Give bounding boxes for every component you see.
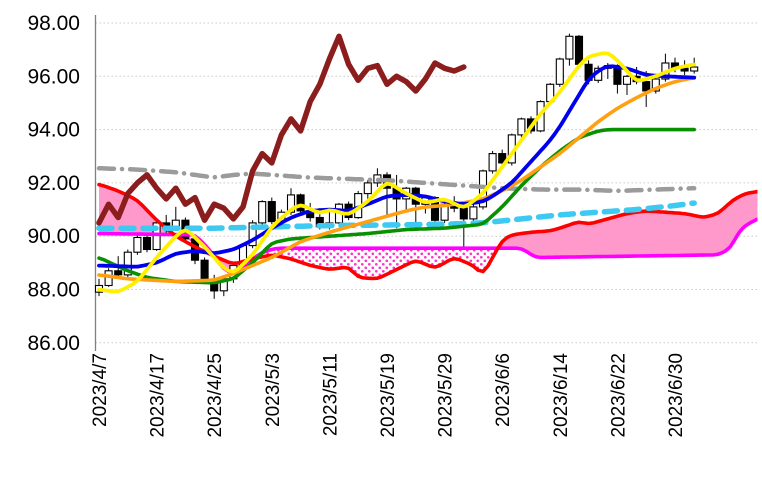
x-axis-tick-label: 2023/6/6	[493, 353, 514, 427]
x-axis-tick-label: 2023/4/7	[90, 353, 111, 427]
candle-body-down	[680, 67, 689, 72]
candle-body-down	[296, 194, 305, 212]
y-axis-tick-label: 92.00	[27, 172, 80, 195]
candle-body-down	[267, 201, 276, 223]
y-axis-tick-label: 86.00	[27, 332, 80, 355]
candle-body-down	[642, 81, 651, 92]
lagging-span-darkred	[96, 33, 467, 226]
x-axis-tick-label: 2023/6/14	[551, 353, 572, 438]
x-axis-tick-label: 2023/6/22	[608, 353, 629, 438]
y-axis-tick-label: 90.00	[27, 225, 80, 248]
candle-body-up	[248, 222, 257, 247]
x-axis-tick-label: 2023/5/19	[378, 353, 399, 438]
candle-body-down	[200, 259, 209, 281]
candle-body-down	[142, 236, 152, 251]
candle-body-down	[114, 270, 123, 276]
candle-body-down	[498, 153, 507, 164]
candle-body-up	[363, 182, 372, 195]
x-axis-tick-label: 2023/4/25	[205, 353, 226, 438]
candle-body-up	[469, 206, 478, 220]
y-axis-tick-label: 98.00	[27, 12, 80, 35]
candle-body-up	[565, 35, 574, 60]
x-axis-labels: 2023/4/7 2023/4/17 2023/4/25 2023/5/3 2023/5…	[90, 353, 687, 438]
x-axis-tick-label: 2023/5/3	[263, 353, 284, 427]
candle-body-up	[690, 66, 699, 72]
candle-body-up	[258, 201, 267, 224]
x-axis-tick-label: 2023/4/17	[148, 353, 169, 438]
x-axis-tick-label: 2023/5/29	[436, 353, 457, 438]
y-axis-tick-label: 94.00	[27, 119, 80, 142]
candle-body-down	[459, 207, 468, 220]
y-axis-tick-label: 88.00	[27, 279, 80, 302]
long-ma-cyan-dashed	[96, 200, 697, 231]
x-axis-tick-label: 2023/5/11	[320, 353, 341, 436]
x-axis-tick-label: 2023/6/30	[666, 353, 687, 438]
cloud-bullish-area	[497, 191, 758, 258]
ma-orange	[97, 76, 697, 284]
candle-body-up	[219, 278, 228, 292]
candle-body-up	[517, 118, 526, 136]
y-axis-labels: 98.00 96.00 94.00 92.00 90.00 88.00 86.00	[27, 12, 80, 355]
y-axis-tick-label: 96.00	[27, 65, 80, 88]
candle-body-down	[574, 35, 584, 65]
overlay-lines	[96, 33, 758, 294]
candle-body-up	[651, 78, 660, 92]
long-ma-gray-dashdot	[96, 166, 697, 194]
ma-yellow	[97, 51, 697, 294]
ma-blue	[97, 64, 697, 269]
candle-body-up	[488, 153, 497, 172]
cloud-bearish-area	[252, 245, 500, 279]
candle-body-up	[133, 236, 142, 253]
candle-body-up	[622, 75, 632, 85]
candle-body-up	[123, 251, 132, 276]
candle-body-up	[555, 58, 564, 85]
